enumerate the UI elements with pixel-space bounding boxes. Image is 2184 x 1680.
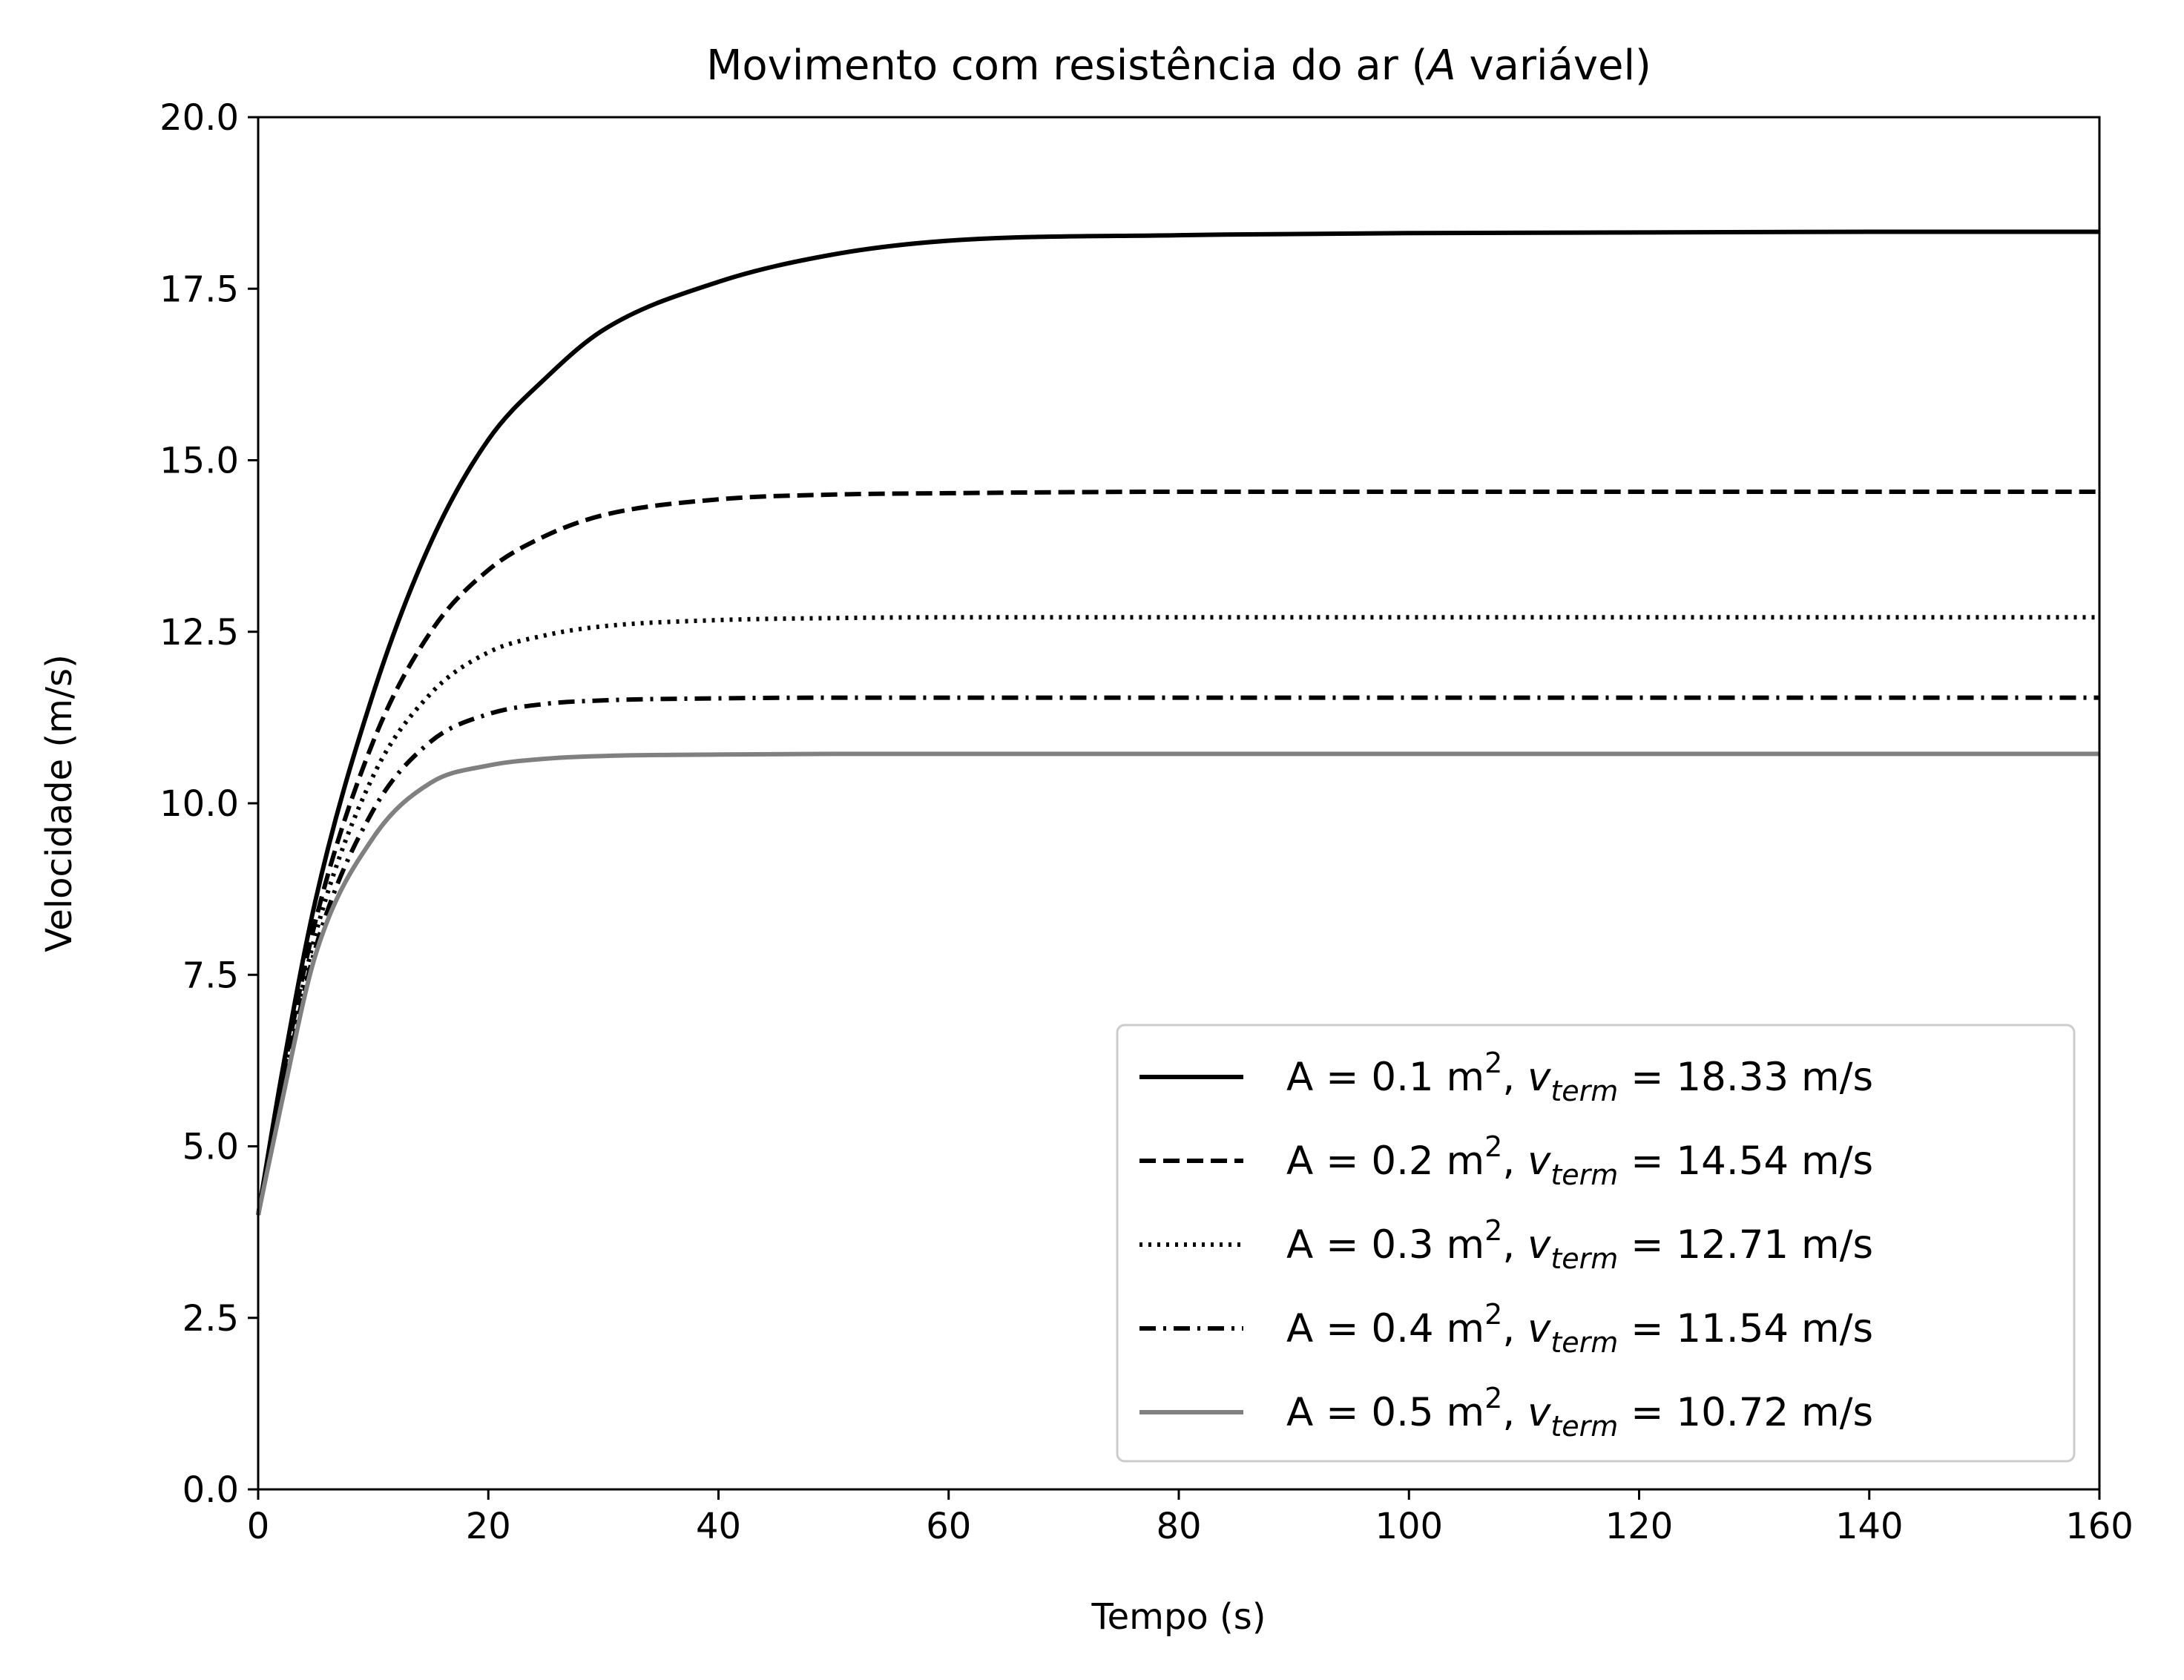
legend-label-1: A = 0.1 m2, vterm = 18.33 m/s: [1286, 1047, 1873, 1107]
series-layer: [256, 229, 2100, 1216]
x-tick-label: 120: [1605, 1506, 1674, 1547]
x-tick-label: 80: [1156, 1506, 1201, 1547]
legend-label-3: A = 0.3 m2, vterm = 12.71 m/s: [1286, 1214, 1873, 1275]
series-line-2: [256, 489, 2099, 1216]
y-tick-label: 5.0: [182, 1127, 239, 1168]
x-tick-label: 0: [247, 1506, 270, 1547]
legend-label-4: A = 0.4 m2, vterm = 11.54 m/s: [1286, 1298, 1873, 1359]
y-axis-ticks: 0.0 2.5 5.0 7.5 10.0 12.5 15.0 17.5 20.0: [159, 97, 258, 1511]
legend-label-5: A = 0.5 m2, vterm = 10.72 m/s: [1286, 1382, 1873, 1443]
x-tick-label: 20: [466, 1506, 511, 1547]
x-tick-label: 60: [926, 1506, 971, 1547]
x-tick-label: 40: [696, 1506, 741, 1547]
x-axis-label: Tempo (s): [1091, 1596, 1266, 1638]
x-tick-label: 160: [2065, 1506, 2134, 1547]
y-tick-label: 0.0: [182, 1469, 239, 1511]
legend-label-2: A = 0.2 m2, vterm = 14.54 m/s: [1286, 1130, 1873, 1191]
plot-frame: [257, 116, 2101, 1491]
y-axis-label: Velocidade (m/s): [39, 654, 80, 952]
y-tick-label: 7.5: [182, 955, 239, 996]
x-tick-label: 140: [1835, 1506, 1904, 1547]
y-tick-label: 17.5: [159, 269, 239, 310]
series-line-1: [256, 229, 2100, 1216]
legend-box: [1116, 1024, 2076, 1463]
y-tick-label: 10.0: [159, 783, 239, 825]
series-line-4: [256, 695, 2099, 1216]
series-line-5: [256, 751, 2099, 1216]
y-tick-label: 12.5: [159, 612, 239, 653]
y-tick-label: 2.5: [182, 1298, 239, 1340]
y-tick-label: 20.0: [159, 97, 239, 139]
x-axis-ticks: 0 20 40 60 80 100 120 140 160: [247, 1489, 2134, 1547]
series-line-3: [256, 615, 2099, 1216]
y-tick-label: 15.0: [159, 441, 239, 482]
x-tick-label: 100: [1375, 1506, 1443, 1547]
chart-title: Movimento com resistência do ar (A variá…: [706, 42, 1651, 90]
legend: A = 0.1 m2, vterm = 18.33 m/s A = 0.2 m2,…: [1116, 1024, 2076, 1463]
